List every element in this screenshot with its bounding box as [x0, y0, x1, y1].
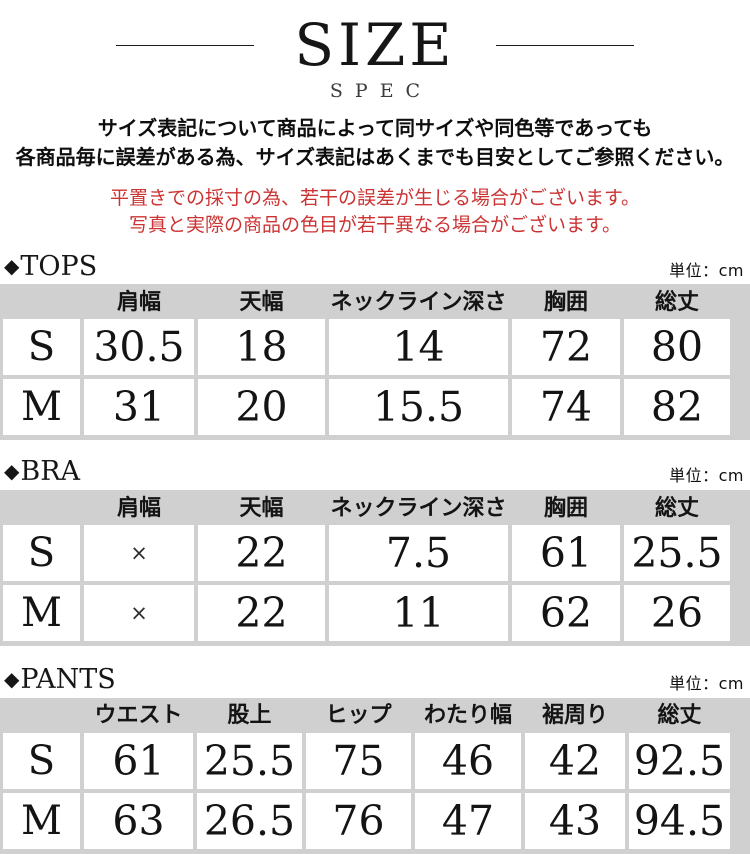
bra-table: 肩幅 天幅 ネックライン深さ 胸囲 総丈 S × 22 7.5 61 25.5 … — [0, 490, 750, 647]
diamond-icon: ◆ — [4, 253, 20, 278]
section-title-text: PANTS — [20, 664, 116, 696]
table-cell: 14 — [329, 319, 508, 376]
column-header: 胸囲 — [543, 289, 588, 315]
diamond-icon: ◆ — [4, 667, 20, 692]
intro-line-2: 各商品毎に誤差がある為、サイズ表記はあくまでも目安としてご参照ください。 — [15, 144, 735, 169]
section-bra: ◆BRA 単位：cm 肩幅 天幅 ネックライン深さ 胸囲 総丈 S × 22 7… — [0, 457, 750, 647]
size-cell: S — [3, 319, 80, 376]
table-cell: 46 — [415, 732, 521, 789]
section-title-pants: ◆PANTS — [4, 665, 116, 695]
unit-label: 単位：cm — [669, 466, 744, 486]
title-block: SIZE — [0, 0, 750, 74]
table-cell: 61 — [84, 732, 193, 789]
tops-table: 肩幅 天幅 ネックライン深さ 胸囲 総丈 S 30.5 18 14 72 80 … — [0, 284, 750, 441]
table-row: S × 22 7.5 61 25.5 — [3, 525, 730, 582]
table-row: M × 22 11 62 26 — [3, 585, 730, 642]
column-header: ネックライン深さ — [330, 289, 507, 315]
table-cell: 11 — [329, 585, 508, 642]
table-row: M 31 20 15.5 74 82 — [3, 379, 730, 436]
intro-line-1: サイズ表記について商品によって同サイズや同色等であっても — [97, 115, 653, 140]
table-cell: 94.5 — [629, 792, 730, 849]
section-bra-header: ◆BRA 単位：cm — [0, 457, 750, 490]
column-header: 股上 — [227, 703, 272, 729]
table-header-row: 肩幅 天幅 ネックライン深さ 胸囲 総丈 — [3, 490, 730, 521]
table-row: S 61 25.5 75 46 42 92.5 — [3, 732, 730, 789]
size-cell: S — [3, 732, 80, 789]
unit-label: 単位：cm — [669, 674, 744, 694]
table-cell: 30.5 — [84, 319, 194, 376]
table-cell: 74 — [512, 379, 620, 436]
table-header-row: 肩幅 天幅 ネックライン深さ 胸囲 総丈 — [3, 284, 730, 315]
table-cell: 76 — [306, 792, 411, 849]
table-cell: 22 — [198, 525, 325, 582]
table-cell: × — [84, 585, 194, 642]
column-header-empty — [3, 698, 80, 729]
column-header: 天幅 — [239, 289, 284, 315]
table-cell: × — [84, 525, 194, 582]
section-pants: ◆PANTS 単位：cm ウエスト 股上 ヒップ わたり幅 裾周り 総丈 S 6… — [0, 665, 750, 854]
column-header: 裾周り — [541, 703, 608, 729]
table-cell: 20 — [198, 379, 325, 436]
table-cell: 63 — [84, 792, 193, 849]
size-cell: M — [3, 585, 80, 642]
intro-text: サイズ表記について商品によって同サイズや同色等であっても 各商品毎に誤差がある為… — [0, 114, 750, 172]
size-cell: S — [3, 525, 80, 582]
table-cell: 80 — [624, 319, 730, 376]
column-header: わたり幅 — [423, 703, 512, 729]
notice-line-2: 写真と実際の商品の色目が若干異なる場合がございます。 — [128, 213, 622, 236]
column-header: 胸囲 — [543, 495, 588, 521]
section-title-bra: ◆BRA — [4, 457, 80, 487]
column-header: ネックライン深さ — [330, 495, 507, 521]
section-pants-header: ◆PANTS 単位：cm — [0, 665, 750, 698]
table-cell: 26 — [624, 585, 730, 642]
column-header-empty — [3, 490, 80, 521]
table-cell: 61 — [512, 525, 620, 582]
table-cell: 92.5 — [629, 732, 730, 789]
table-row: S 30.5 18 14 72 80 — [3, 319, 730, 376]
table-row: M 63 26.5 76 47 43 94.5 — [3, 792, 730, 849]
table-cell: 7.5 — [329, 525, 508, 582]
unit-label: 単位：cm — [669, 260, 744, 280]
title-rule-left — [116, 44, 255, 46]
page-subtitle: SPEC — [329, 80, 433, 102]
section-tops-header: ◆TOPS 単位：cm — [0, 250, 750, 285]
diamond-icon: ◆ — [4, 459, 20, 484]
column-header: 総丈 — [654, 289, 699, 315]
column-header: 天幅 — [239, 495, 284, 521]
table-cell: 72 — [512, 319, 620, 376]
table-cell: 22 — [198, 585, 325, 642]
table-cell: 25.5 — [624, 525, 730, 582]
column-header: 総丈 — [654, 495, 699, 521]
table-cell: 47 — [415, 792, 521, 849]
column-header: 肩幅 — [116, 495, 161, 521]
pants-table: ウエスト 股上 ヒップ わたり幅 裾周り 総丈 S 61 25.5 75 46 … — [0, 697, 750, 854]
table-cell: 62 — [512, 585, 620, 642]
table-cell: 42 — [525, 732, 625, 789]
section-title-text: BRA — [20, 456, 81, 488]
table-cell: 26.5 — [197, 792, 302, 849]
section-title-text: TOPS — [20, 250, 98, 282]
size-cell: M — [3, 379, 80, 436]
table-cell: 25.5 — [197, 732, 302, 789]
table-cell: 18 — [198, 319, 325, 376]
page-title: SIZE — [294, 11, 456, 79]
section-title-tops: ◆TOPS — [4, 250, 98, 282]
size-cell: M — [3, 792, 80, 849]
table-header-row: ウエスト 股上 ヒップ わたり幅 裾周り 総丈 — [3, 698, 730, 729]
table-cell: 15.5 — [329, 379, 508, 436]
column-header: ヒップ — [325, 703, 392, 729]
column-header-empty — [3, 284, 80, 315]
section-tops: ◆TOPS 単位：cm 肩幅 天幅 ネックライン深さ 胸囲 総丈 S 30.5 … — [0, 250, 750, 441]
table-cell: 75 — [306, 732, 411, 789]
title-rule-right — [495, 44, 634, 46]
column-header: 肩幅 — [116, 289, 161, 315]
table-cell: 31 — [84, 379, 194, 436]
page-header: SIZE SPEC サイズ表記について商品によって同サイズや同色等であっても 各… — [0, 0, 750, 239]
column-header: ウエスト — [94, 703, 183, 729]
notice-line-1: 平置きでの採寸の為、若干の誤差が生じる場合がございます。 — [109, 186, 641, 209]
table-cell: 43 — [525, 792, 625, 849]
notice-text: 平置きでの採寸の為、若干の誤差が生じる場合がございます。 写真と実際の商品の色目… — [0, 185, 750, 239]
table-cell: 82 — [624, 379, 730, 436]
column-header: 総丈 — [657, 703, 702, 729]
